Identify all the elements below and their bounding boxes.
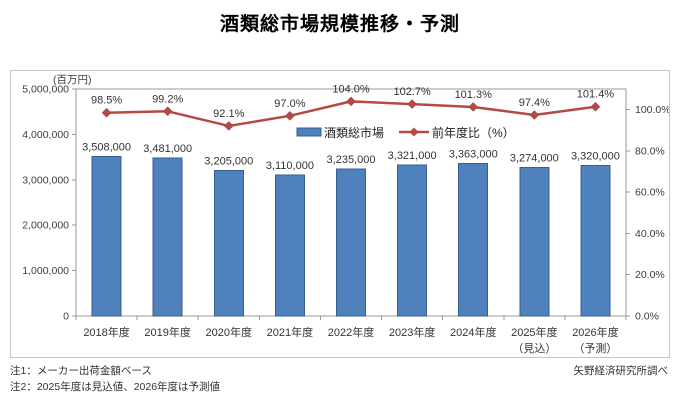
x-axis-category-label: 2023年度	[389, 325, 435, 339]
line-marker	[529, 110, 540, 120]
percent-label: 92.1%	[213, 108, 244, 120]
left-axis-tick-label: 0	[63, 311, 69, 323]
bar-value-label: 3,508,000	[82, 142, 131, 154]
x-axis-category-label: 2020年度	[206, 325, 252, 339]
percent-label: 101.3%	[455, 89, 493, 101]
bar-value-label: 3,363,000	[449, 148, 498, 160]
chart-frame: 5,000,000 4,000,000 3,000,000 2,000,000 1,00…	[10, 70, 671, 358]
page-title: 酒類総市場規模推移・予測	[219, 14, 460, 35]
bar	[580, 164, 611, 317]
x-axis-category-label: 2021年度	[267, 325, 313, 339]
x-axis-category-sublabel: （見込）	[512, 342, 556, 355]
line-marker	[223, 121, 234, 131]
bar	[458, 162, 489, 317]
bar-value-label: 3,481,000	[143, 143, 192, 155]
bar	[91, 156, 122, 317]
bar-value-label: 3,235,000	[327, 154, 376, 166]
right-axis-tick-label: 0.0%	[635, 311, 659, 323]
percent-label: 102.7%	[393, 86, 431, 98]
line-marker	[101, 107, 112, 118]
right-axis-tick-label: 20.0%	[635, 269, 665, 281]
line-marker	[346, 96, 356, 107]
left-axis-tick-label: 2,000,000	[22, 220, 69, 232]
line-marker	[407, 99, 417, 109]
x-axis-category-label: 2019年度	[144, 325, 190, 339]
x-axis-category-label: 2025年度	[511, 325, 557, 339]
bar	[274, 174, 305, 317]
percent-label: 97.4%	[519, 97, 550, 109]
legend-bar-label: 酒類総市場	[324, 125, 384, 140]
left-axis-tick-label: 3,000,000	[22, 174, 69, 186]
note-1: 注1：メーカー出荷金額ベース	[10, 365, 152, 377]
bar	[519, 166, 550, 317]
x-axis-category-label: 2024年度	[450, 325, 496, 339]
percent-label: 101.4%	[577, 89, 615, 101]
bar-value-label: 3,321,000	[388, 150, 437, 162]
market-size-combo-chart: 5,000,000 4,000,000 3,000,000 2,000,000 1,00…	[22, 74, 670, 355]
percent-label: 98.5%	[91, 95, 122, 107]
right-axis-tick-label: 100.0%	[635, 104, 669, 116]
right-axis-tick-label: 40.0%	[635, 228, 665, 240]
legend-bar-swatch	[296, 127, 322, 137]
bar-value-label: 3,110,000	[266, 160, 314, 172]
bar-value-label: 3,320,000	[571, 150, 620, 162]
bar-value-label: 3,274,000	[510, 152, 559, 164]
chart-notes: 注1：メーカー出荷金額ベース 注2：2025年度は見込値、2026年度は予測値	[10, 363, 670, 395]
legend-line-label: 前年度比（%）	[432, 125, 515, 140]
note-2: 注2：2025年度は見込値、2026年度は予測値	[10, 381, 221, 393]
x-axis-category-label: 2026年度	[572, 325, 618, 339]
bar-value-label: 3,205,000	[204, 155, 253, 167]
line-marker	[468, 102, 479, 112]
line-marker	[285, 110, 295, 121]
left-axis-unit-label: (百万円)	[53, 74, 92, 86]
line-marker	[162, 106, 173, 117]
left-axis-tick-label: 5,000,000	[22, 84, 69, 96]
x-axis-category-label: 2022年度	[328, 325, 374, 339]
percent-label: 99.2%	[152, 93, 183, 105]
line-marker	[590, 101, 601, 112]
legend-line-marker	[409, 127, 419, 137]
left-axis-tick-label: 4,000,000	[22, 129, 69, 141]
right-axis-tick-label: 60.0%	[635, 187, 665, 199]
percent-label: 104.0%	[332, 83, 370, 95]
bar	[152, 157, 183, 317]
bar	[336, 168, 366, 317]
x-axis-category-sublabel: （予測）	[573, 341, 617, 355]
left-axis-tick-label: 1,000,000	[22, 265, 69, 277]
percent-label: 97.0%	[274, 98, 305, 110]
x-axis-category-label: 2018年度	[83, 325, 129, 339]
source-credit: 矢野経済研究所調べ	[573, 365, 669, 377]
bar	[397, 164, 428, 317]
right-axis-tick-label: 80.0%	[635, 145, 665, 157]
bar	[213, 169, 244, 317]
